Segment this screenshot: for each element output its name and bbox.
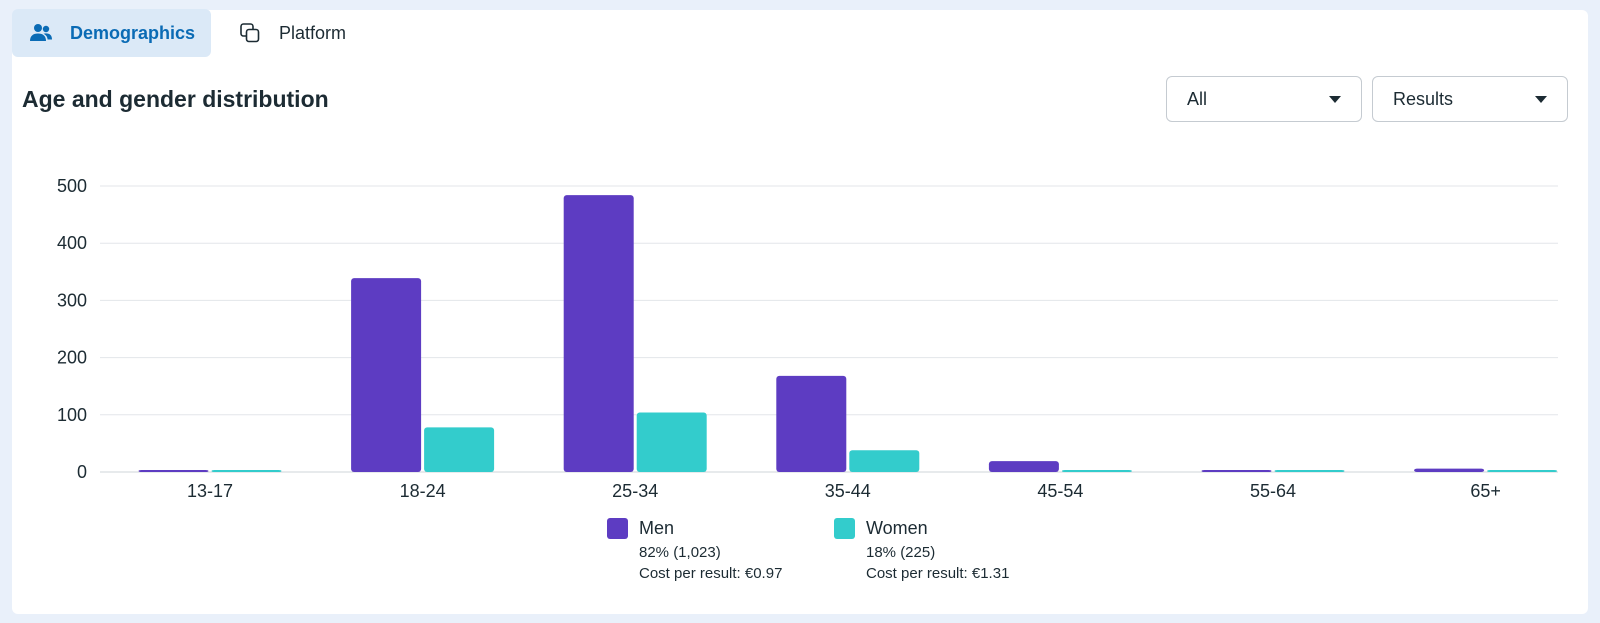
tab-demographics-label: Demographics	[69, 22, 195, 43]
x-tick-label: 18-24	[400, 481, 446, 501]
x-tick-label: 45-54	[1037, 481, 1083, 501]
caret-down-icon	[1535, 95, 1547, 103]
x-tick-label: 55-64	[1250, 481, 1296, 501]
gender-filter-dropdown[interactable]: All	[1166, 76, 1362, 122]
bar-men-65+	[1414, 468, 1485, 472]
bar-women-55-64	[1274, 470, 1345, 472]
bar-men-55-64	[1201, 470, 1272, 472]
tab-platform-label: Platform	[279, 22, 347, 43]
legend-cost-women: Cost per result: €1.31	[866, 565, 1010, 582]
legend-swatch-men	[607, 518, 628, 539]
caret-down-icon	[1329, 95, 1341, 103]
bar-women-25-34	[636, 412, 707, 472]
bar-women-13-17	[211, 470, 282, 472]
bar-women-18-24	[424, 427, 495, 472]
metric-filter-value: Results	[1393, 88, 1454, 109]
y-tick-label: 0	[77, 462, 87, 482]
gender-filter-value: All	[1187, 88, 1208, 109]
x-tick-label: 25-34	[612, 481, 658, 501]
y-tick-label: 400	[57, 233, 87, 253]
x-tick-label: 65+	[1470, 481, 1501, 501]
metric-filter-dropdown[interactable]: Results	[1372, 76, 1568, 122]
legend-cost-men: Cost per result: €0.97	[639, 565, 783, 582]
bar-men-45-54	[988, 461, 1059, 472]
y-tick-label: 500	[57, 176, 87, 196]
x-tick-label: 35-44	[825, 481, 871, 501]
legend-name-men: Men	[639, 518, 675, 538]
legend-name-women: Women	[866, 518, 928, 538]
bar-men-25-34	[563, 195, 634, 473]
people-icon	[28, 20, 54, 46]
bar-men-13-17	[138, 470, 209, 472]
tab-platform[interactable]: Platform	[221, 9, 362, 57]
y-tick-label: 300	[57, 290, 87, 310]
legend-share-women: 18% (225)	[866, 544, 936, 561]
bar-women-65+	[1487, 470, 1558, 472]
tab-demographics[interactable]: Demographics	[12, 9, 211, 57]
tab-bar: Demographics Platform	[12, 9, 362, 57]
x-tick-label: 13-17	[187, 481, 233, 501]
bar-men-18-24	[351, 278, 422, 472]
legend-swatch-women	[834, 518, 855, 539]
y-tick-label: 200	[57, 348, 87, 368]
y-tick-label: 100	[57, 405, 87, 425]
bar-men-35-44	[776, 375, 847, 472]
legend-share-men: 82% (1,023)	[639, 544, 721, 561]
section-title: Age and gender distribution	[22, 86, 329, 112]
bar-women-45-54	[1061, 470, 1132, 472]
bar-women-35-44	[849, 450, 920, 472]
copy-squares-icon	[237, 20, 263, 46]
